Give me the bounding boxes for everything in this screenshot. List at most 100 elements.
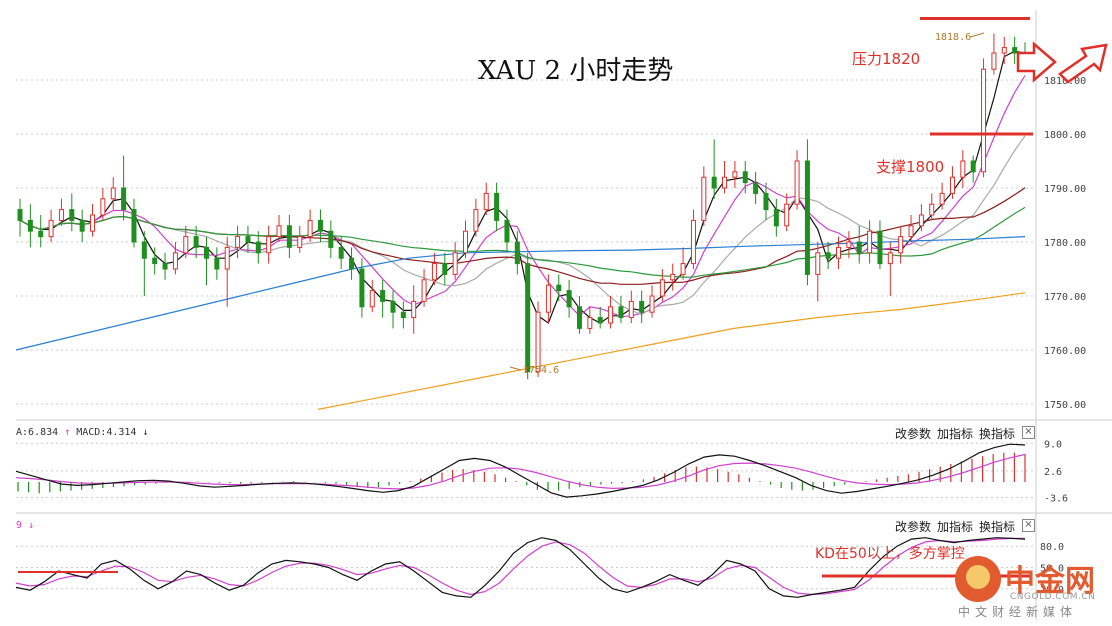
- candle-body: [566, 290, 572, 308]
- candle-body: [836, 246, 842, 259]
- candle-body: [898, 236, 904, 254]
- high-arrow: [969, 32, 985, 38]
- candle-body: [90, 214, 96, 232]
- macd-switch-indicator-button[interactable]: 换指标: [979, 427, 1016, 441]
- candle-body: [266, 236, 272, 254]
- candle-body: [981, 68, 987, 173]
- candle-body: [27, 219, 33, 232]
- kd-annotation: KD在50以上，多方掌控: [815, 546, 965, 562]
- y-tick-label: -3.6: [1044, 493, 1068, 504]
- candle-body: [297, 236, 303, 248]
- candle-body: [929, 203, 935, 216]
- candle-body: [245, 236, 251, 243]
- resistance-annotation: 压力1820: [852, 50, 921, 68]
- kd-add-indicator-button[interactable]: 加指标: [937, 520, 974, 534]
- right-arrow-icon: [1016, 41, 1057, 83]
- candle-body: [794, 160, 800, 205]
- candle-body: [286, 225, 292, 248]
- y-tick-label: 20.0: [1040, 585, 1064, 596]
- candle-body: [701, 176, 707, 221]
- candle-body: [390, 300, 396, 313]
- y-tick-label: 50.0: [1040, 564, 1064, 575]
- candle-body: [763, 192, 769, 211]
- ma-green-line: [19, 206, 1026, 278]
- candle-body: [846, 241, 852, 248]
- watermark-domain: CNGOLD.COM.CN: [1010, 592, 1096, 602]
- macd-change-params-button[interactable]: 改参数: [895, 427, 932, 441]
- up-right-arrow-icon: [1058, 43, 1108, 84]
- candle-body: [939, 192, 945, 205]
- candle-body: [152, 257, 158, 265]
- low-arrow: [509, 366, 522, 371]
- candle-body: [690, 219, 696, 265]
- candle-body: [680, 263, 686, 275]
- candle-body: [328, 230, 334, 248]
- y-tick-label: 1810.00: [1044, 76, 1086, 87]
- chart-title: XAU 2 小时走势: [478, 56, 674, 86]
- candle-body: [514, 241, 520, 265]
- kd-label: 9 ↓: [16, 520, 34, 531]
- watermark-name: 中金网: [1005, 564, 1095, 599]
- candle-body: [711, 176, 717, 189]
- candle-body: [276, 225, 282, 238]
- y-tick-label: 1780.00: [1044, 238, 1086, 249]
- candle-body: [949, 176, 955, 194]
- macd-a-value: A:6.834: [16, 427, 59, 438]
- candle-body: [131, 209, 137, 243]
- ma-black-line: [19, 50, 1026, 324]
- macd-close-button[interactable]: ×: [1022, 426, 1035, 439]
- kd-change-params-button[interactable]: 改参数: [895, 520, 932, 534]
- candle-body: [483, 192, 489, 211]
- y-tick-label: 1750.00: [1044, 400, 1086, 411]
- kd-param: 9: [16, 520, 23, 531]
- candle-body: [639, 300, 645, 313]
- candle-body: [317, 219, 323, 232]
- candle-body: [203, 246, 209, 259]
- candle-body: [753, 182, 759, 194]
- macd-dea-line: [15, 453, 1026, 490]
- candle-body: [587, 317, 593, 329]
- candle-body: [17, 209, 23, 221]
- candle-body: [193, 236, 199, 248]
- candle-body: [235, 236, 241, 248]
- candle-body: [867, 230, 873, 254]
- candle-body: [628, 300, 634, 319]
- kd-close-button[interactable]: ×: [1022, 519, 1035, 532]
- ma-gray-line: [19, 135, 1026, 316]
- kd-switch-indicator-button[interactable]: 换指标: [979, 520, 1016, 534]
- candle-body: [960, 160, 966, 178]
- candle-body: [380, 290, 386, 302]
- candle-body: [556, 284, 562, 292]
- candle-body: [79, 219, 85, 232]
- candle-body: [48, 219, 54, 238]
- candle-body: [742, 171, 748, 184]
- high-price-label: 1818.6: [935, 32, 971, 43]
- candle-body: [597, 317, 603, 324]
- candle-body: [784, 203, 790, 227]
- candle-body: [535, 311, 541, 373]
- low-price-label: 1754.6: [523, 365, 559, 376]
- candle-body: [825, 252, 831, 259]
- candle-body: [918, 214, 924, 227]
- candle-body: [908, 225, 914, 238]
- ma-orange-line: [317, 292, 1026, 410]
- candle-body: [463, 230, 469, 254]
- ma-magenta-line: [19, 75, 1026, 318]
- candle-body: [421, 279, 427, 302]
- candle-body: [121, 187, 127, 211]
- candle-body: [732, 171, 738, 178]
- kd-k-line: [15, 537, 1026, 598]
- down-arrow-icon: ↓: [28, 520, 35, 531]
- candle-body: [369, 290, 375, 308]
- candle-body: [608, 306, 614, 324]
- macd-a-label: A:6.834 ↑ MACD:4.314 ↓: [16, 427, 149, 438]
- y-tick-label: 1760.00: [1044, 346, 1086, 357]
- candle-body: [815, 252, 821, 275]
- macd-add-indicator-button[interactable]: 加指标: [937, 427, 974, 441]
- candle-body: [970, 160, 976, 173]
- candle-body: [670, 273, 676, 281]
- candle-body: [804, 160, 810, 275]
- candle-body: [172, 252, 178, 270]
- candle-body: [224, 246, 230, 270]
